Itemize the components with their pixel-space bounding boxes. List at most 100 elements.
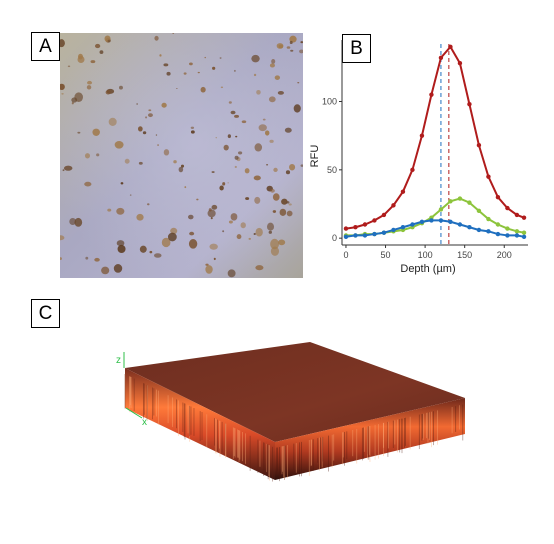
particle-speck [117, 244, 126, 254]
particle-speck [61, 93, 64, 95]
series-1-point [391, 203, 396, 208]
particle-speck [274, 75, 281, 80]
particle-speck [67, 65, 71, 68]
series-1-point [362, 222, 368, 227]
particle-speck [148, 109, 152, 112]
particle-speck [207, 209, 216, 218]
particle-speck [107, 208, 112, 212]
particle-speck [212, 66, 216, 70]
particle-speck [94, 43, 101, 49]
particle-speck [189, 231, 195, 236]
particle-speck [210, 217, 213, 220]
series-2-point [457, 196, 463, 201]
particle-speck [272, 210, 277, 213]
particle-speck [99, 50, 104, 55]
series-1-point [486, 174, 491, 179]
series-2-point [467, 200, 472, 205]
particle-speck [74, 92, 83, 102]
series-line-1 [345, 45, 525, 230]
particle-speck [213, 257, 216, 261]
particle-speck [163, 63, 169, 67]
particle-speck [196, 198, 199, 201]
particle-speck [241, 120, 247, 124]
biofilm-3d-render: z x [116, 342, 465, 482]
particle-speck [215, 137, 217, 139]
particle-speck [255, 227, 263, 237]
particle-speck [105, 90, 111, 95]
series-3-point [400, 225, 406, 230]
particle-speck [77, 131, 81, 134]
particle-speck [227, 182, 229, 184]
particle-speck [244, 168, 250, 174]
particle-speck [161, 237, 171, 248]
x-axis-line [125, 407, 143, 419]
particle-speck [114, 141, 124, 149]
particle-speck [63, 165, 73, 171]
particle-speck [167, 232, 177, 242]
y-tick-label: 50 [327, 165, 337, 175]
particle-speck [230, 213, 238, 221]
particle-speck [170, 227, 178, 235]
particle-speck [234, 155, 239, 160]
z-axis-label: z [116, 355, 121, 366]
particle-speck [227, 134, 231, 139]
micrograph-image [60, 33, 303, 278]
particle-speck [71, 102, 74, 105]
particle-speck [228, 220, 233, 224]
series-3-point [476, 227, 482, 233]
x-tick-label: 150 [457, 250, 472, 260]
particle-speck [253, 233, 256, 235]
particle-speck [189, 62, 193, 66]
series-1-point [343, 226, 349, 231]
particle-speck [145, 116, 148, 119]
particle-speck [222, 230, 225, 233]
x-tick-label: 0 [343, 250, 348, 260]
particle-speck [269, 139, 274, 143]
particle-speck [269, 63, 275, 68]
particle-speck [253, 73, 257, 77]
block-top-face [125, 342, 465, 442]
axis-triad: z x [116, 352, 147, 428]
particle-speck [188, 239, 198, 249]
particle-speck [256, 89, 261, 95]
particle-speck [101, 266, 110, 275]
particle-speck [87, 80, 93, 85]
particle-speck [142, 131, 147, 135]
series-line-2 [345, 197, 525, 237]
particle-speck [108, 117, 117, 126]
x-axis-3d-label: x [142, 417, 147, 428]
rfu-depth-chart: 0 50 100 150 200 0 50 100 RFU Depth (µm) [309, 40, 528, 275]
series-3-point [505, 233, 510, 238]
series-2-point [476, 208, 482, 214]
series-1-point [400, 189, 406, 194]
series-2-point [438, 207, 444, 212]
series-1-point [410, 167, 415, 173]
particle-speck [154, 35, 159, 41]
series-2-point [448, 199, 453, 204]
particle-speck [60, 83, 65, 90]
particle-speck [155, 134, 158, 136]
particle-speck [219, 57, 222, 59]
particle-speck [84, 181, 92, 187]
particle-speck [139, 245, 147, 253]
series-3-point [419, 219, 425, 224]
particle-speck [190, 126, 195, 129]
series-1-point [514, 212, 520, 218]
series-1-point [372, 218, 377, 223]
particle-speck [120, 182, 124, 185]
particle-speck [222, 182, 226, 186]
particle-speck [197, 71, 200, 74]
particle-speck [245, 197, 250, 200]
series-3-point [457, 222, 463, 227]
particle-speck [205, 265, 213, 274]
particle-speck [254, 143, 263, 152]
particle-speck [60, 257, 62, 261]
particle-speck [293, 104, 301, 113]
particle-speck [69, 217, 77, 226]
particle-speck [138, 161, 143, 165]
series-2-point [521, 230, 527, 235]
particle-speck [286, 46, 291, 49]
x-tick-label: 200 [497, 250, 512, 260]
particle-speck [74, 217, 83, 227]
particle-speck [235, 135, 238, 138]
